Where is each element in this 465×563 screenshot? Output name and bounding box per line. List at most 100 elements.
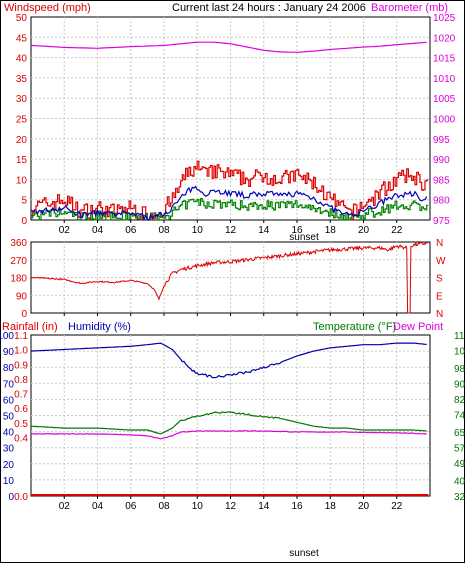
- direction-y-tick: 270: [10, 256, 27, 267]
- x-tick-label: 02: [59, 501, 71, 512]
- wind-y-tick: 50: [16, 13, 28, 24]
- x-tick-label: 08: [158, 225, 170, 236]
- temperature-y-tick: 82: [454, 395, 465, 406]
- rainfall-y-tick: 1.0: [14, 346, 28, 357]
- rainfall-y-tick: 0.9: [14, 360, 28, 371]
- wind-barometer-grid: [31, 17, 430, 220]
- temperature-y-tick: 115: [454, 331, 465, 342]
- compass-tick: S: [436, 274, 443, 285]
- x-tick-label: 22: [391, 501, 403, 512]
- rainfall-y-tick: 0.4: [14, 433, 28, 444]
- wind-direction-line: [30, 241, 428, 314]
- compass-tick: N: [436, 309, 443, 320]
- wind-direction-grid: [31, 242, 430, 313]
- direction-y-tick: 360: [10, 238, 27, 249]
- humidity-axis-label: Humidity (%): [68, 321, 131, 333]
- baro-y-tick: 1025: [433, 13, 456, 24]
- rain-humidity-temp-grid: [31, 335, 430, 496]
- humidity-y-tick: 80: [3, 363, 15, 374]
- wind-y-tick: 45: [16, 33, 28, 44]
- humidity-y-tick: 40: [3, 428, 15, 439]
- wind-y-tick: 15: [16, 155, 28, 166]
- x-tick-label: 18: [325, 225, 337, 236]
- rainfall-y-tick: 1.1: [14, 331, 28, 342]
- rainfall-y-tick: 0.8: [14, 375, 28, 386]
- humidity-y-tick: 50: [3, 412, 15, 423]
- humidity-y-tick: 70: [3, 379, 15, 390]
- wind-y-tick: 20: [16, 135, 28, 146]
- baro-y-tick: 1005: [433, 94, 456, 105]
- x-tick-label: 10: [192, 501, 204, 512]
- rainfall-axis-label: Rainfall (in): [2, 321, 58, 333]
- temperature-line: [30, 411, 427, 435]
- x-tick-label: 16: [291, 501, 303, 512]
- wind-direction-series: [30, 241, 428, 314]
- compass-tick: E: [436, 291, 443, 302]
- baro-y-tick: 990: [433, 155, 450, 166]
- compass-tick: N: [436, 238, 443, 249]
- barometer-axis-label: Barometer (mb): [371, 2, 448, 14]
- wind-y-tick: 25: [16, 115, 28, 126]
- x-tick-label: 06: [125, 501, 137, 512]
- temperature-y-tick: 98: [454, 364, 465, 375]
- sunset-marker-label: sunset: [289, 232, 319, 243]
- rain-humidity-temp-panel: 02 04 06 08 10 12 14 16 18 20 22 0 10 20 30 40 50 60 70 80 9…: [0, 321, 465, 559]
- compass-tick: W: [436, 256, 446, 267]
- wind-y-tick: 10: [16, 175, 28, 186]
- rainfall-y-tick: 0.6: [14, 404, 28, 415]
- baro-y-tick: 1020: [433, 33, 456, 44]
- temperature-y-tick: 90: [454, 379, 465, 390]
- baro-y-tick: 985: [433, 175, 450, 186]
- temperature-y-tick: 74: [454, 411, 465, 422]
- humidity-y-tick: 60: [3, 395, 15, 406]
- x-tick-label: 06: [125, 225, 137, 236]
- x-tick-label: 04: [92, 501, 104, 512]
- baro-y-tick: 1015: [433, 54, 456, 65]
- humidity-y-tick: 100: [0, 331, 14, 342]
- dew-point-line: [30, 430, 427, 440]
- x-tick-label: 20: [358, 225, 370, 236]
- wind-average-line: [30, 185, 428, 222]
- rain-humidity-temp-ticks: 02 04 06 08 10 12 14 16 18 20 22 0 10 20 30 40 50 60 70 80 9…: [0, 331, 465, 512]
- x-tick-label: 08: [158, 501, 170, 512]
- direction-y-tick: 90: [16, 291, 28, 302]
- baro-y-tick: 975: [433, 216, 450, 227]
- baro-y-tick: 1010: [433, 74, 456, 85]
- rainfall-y-tick: 0.0: [14, 492, 28, 503]
- temperature-y-tick: 65: [454, 428, 465, 439]
- rain-humidity-temp-series: [30, 342, 429, 496]
- sunset-marker-label-2: sunset: [289, 548, 319, 559]
- x-tick-label: 12: [225, 225, 237, 236]
- humidity-y-tick: 10: [3, 476, 15, 487]
- x-tick-label: 18: [325, 501, 337, 512]
- x-tick-label: 02: [59, 225, 71, 236]
- windspeed-line: [31, 160, 429, 221]
- wind-y-tick: 35: [16, 74, 28, 85]
- x-tick-label: 10: [192, 225, 204, 236]
- humidity-line: [30, 342, 427, 379]
- wind-y-tick: 5: [21, 196, 27, 207]
- baro-y-tick: 980: [433, 196, 450, 207]
- x-tick-label: 14: [258, 225, 270, 236]
- temperature-y-tick: 107: [454, 347, 465, 358]
- baro-y-tick: 995: [433, 135, 450, 146]
- direction-y-tick: 0: [21, 309, 27, 320]
- dew-point-axis-label: Dew Point: [393, 321, 443, 333]
- wind-y-tick: 40: [16, 54, 28, 65]
- wind-barometer-series: [30, 41, 429, 222]
- humidity-y-tick: 90: [3, 347, 15, 358]
- humidity-y-tick: 20: [3, 460, 15, 471]
- wind-barometer-panel: 02 04 06 08 10 12 14 16 18 20 22051015202530354045…: [4, 2, 456, 243]
- rainfall-y-tick: 0.7: [14, 390, 28, 401]
- temperature-y-tick: 57: [454, 444, 465, 455]
- temperature-y-tick: 49: [454, 459, 465, 470]
- wind-y-tick: 30: [16, 94, 28, 105]
- baro-y-tick: 1000: [433, 115, 456, 126]
- temperature-y-tick: 32: [454, 492, 465, 503]
- x-tick-label: 22: [391, 225, 403, 236]
- x-tick-label: 20: [358, 501, 370, 512]
- wind-y-tick: 0: [21, 216, 27, 227]
